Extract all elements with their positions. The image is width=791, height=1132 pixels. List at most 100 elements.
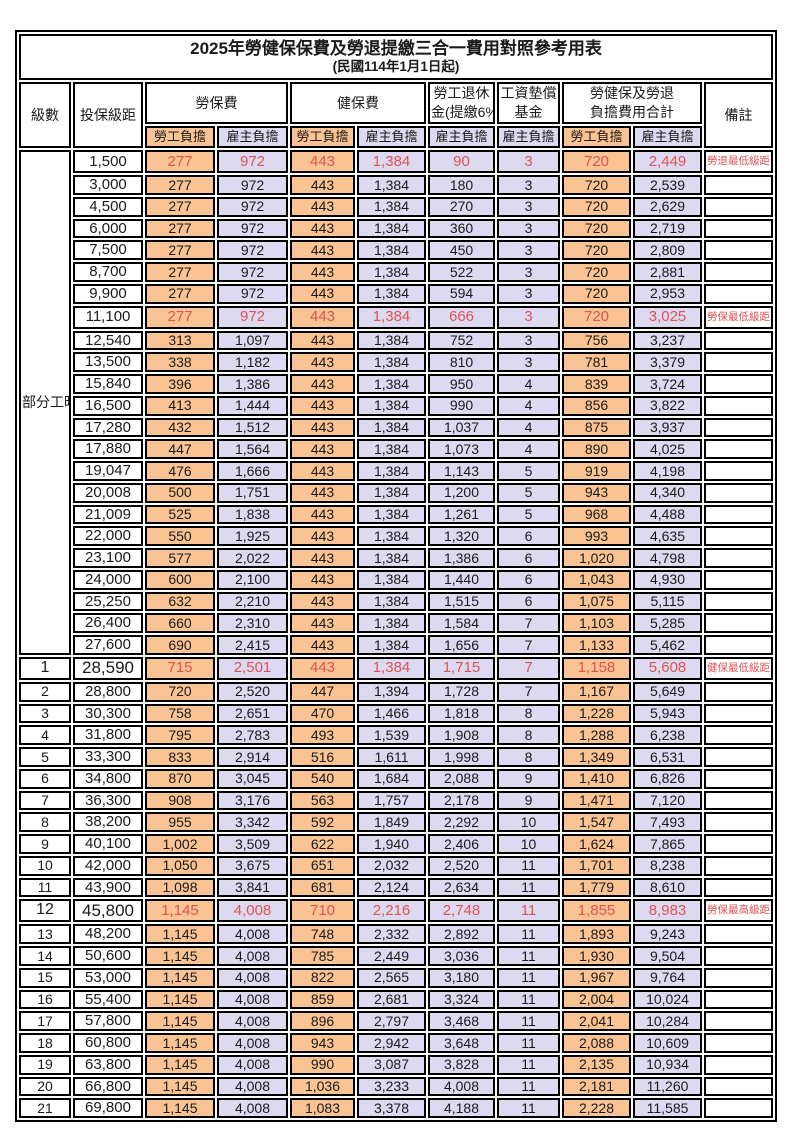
value-cell-health-employer: 1,384 [357, 656, 426, 680]
value-cell-labor-employer: 1,512 [217, 417, 288, 438]
bracket-cell: 7,500 [73, 240, 143, 261]
value-cell-labor-employer: 4,008 [217, 967, 288, 988]
note-cell [704, 196, 774, 217]
value-cell-pension-employer: 3,828 [428, 1054, 495, 1075]
value-cell-arrears-employer: 3 [497, 196, 560, 217]
subheader-pension-employer: 雇主負擔 [428, 126, 495, 149]
bracket-cell: 33,300 [73, 747, 143, 767]
level-cell: 9 [19, 834, 71, 854]
value-cell-total-employer: 2,953 [633, 283, 702, 304]
value-cell-health-employee: 470 [290, 703, 355, 724]
value-cell-health-employee: 493 [290, 725, 355, 746]
value-cell-total-employee: 1,624 [562, 834, 631, 854]
bracket-cell: 9,900 [73, 283, 143, 304]
fee-table: 2025年勞健保保費及勞退提繳三合一費用對照參考用表 (民國114年1月1日起)… [15, 30, 778, 1123]
bracket-cell: 50,600 [73, 946, 143, 966]
value-cell-total-employer: 7,865 [633, 834, 702, 854]
value-cell-labor-employee: 577 [145, 548, 215, 568]
value-cell-total-employee: 1,410 [562, 768, 631, 789]
value-cell-total-employee: 720 [562, 240, 631, 261]
part-time-span-cell: 部分工時 [19, 150, 71, 655]
value-cell-labor-employer: 4,008 [217, 1076, 288, 1097]
value-cell-total-employee: 919 [562, 461, 631, 481]
value-cell-pension-employer: 90 [428, 150, 495, 174]
value-cell-health-employee: 443 [290, 218, 355, 239]
value-cell-labor-employer: 4,008 [217, 924, 288, 945]
value-cell-total-employee: 1,893 [562, 924, 631, 945]
value-cell-pension-employer: 270 [428, 196, 495, 217]
value-cell-pension-employer: 180 [428, 175, 495, 195]
table-row: 9 40,100 1,002 3,509 622 1,940 2,406 10 1,624 7,8… [19, 834, 774, 854]
value-cell-health-employer: 1,384 [357, 305, 426, 329]
value-cell-health-employee: 443 [290, 374, 355, 394]
value-cell-health-employer: 2,681 [357, 989, 426, 1010]
note-cell [704, 526, 774, 547]
value-cell-pension-employer: 1,386 [428, 548, 495, 568]
table-row: 20,008 500 1,751 443 1,384 1,200 5 943 4,340 [19, 482, 774, 503]
table-row: 7 36,300 908 3,176 563 1,757 2,178 9 1,471 7,120 [19, 790, 774, 811]
value-cell-labor-employer: 3,841 [217, 877, 288, 898]
value-cell-health-employee: 710 [290, 899, 355, 923]
value-cell-total-employer: 2,629 [633, 196, 702, 217]
table-row: 17 57,800 1,145 4,008 896 2,797 3,468 11 2,041 10… [19, 1011, 774, 1032]
value-cell-arrears-employer: 11 [497, 899, 560, 923]
value-cell-health-employee: 651 [290, 855, 355, 876]
value-cell-health-employer: 1,384 [357, 461, 426, 481]
value-cell-health-employer: 1,384 [357, 395, 426, 416]
table-row: 3 30,300 758 2,651 470 1,466 1,818 8 1,228 5,943 [19, 703, 774, 724]
value-cell-labor-employer: 1,666 [217, 461, 288, 481]
value-cell-total-employee: 1,158 [562, 656, 631, 680]
value-cell-pension-employer: 1,908 [428, 725, 495, 746]
value-cell-health-employer: 2,942 [357, 1033, 426, 1053]
value-cell-health-employer: 1,384 [357, 262, 426, 282]
value-cell-health-employee: 443 [290, 613, 355, 634]
note-cell [704, 395, 774, 416]
bracket-cell: 22,000 [73, 526, 143, 547]
value-cell-arrears-employer: 8 [497, 747, 560, 767]
value-cell-health-employee: 443 [290, 482, 355, 503]
table-row: 15 53,000 1,145 4,008 822 2,565 3,180 11 1,967 9,… [19, 967, 774, 988]
value-cell-labor-employer: 4,008 [217, 1098, 288, 1119]
value-cell-labor-employee: 432 [145, 417, 215, 438]
note-cell [704, 569, 774, 590]
value-cell-pension-employer: 1,320 [428, 526, 495, 547]
value-cell-labor-employer: 4,008 [217, 1033, 288, 1053]
value-cell-health-employer: 2,032 [357, 855, 426, 876]
table-row: 19 63,800 1,145 4,008 990 3,087 3,828 11 2,135 10… [19, 1054, 774, 1075]
value-cell-pension-employer: 1,037 [428, 417, 495, 438]
value-cell-labor-employer: 1,925 [217, 526, 288, 547]
value-cell-labor-employer: 4,008 [217, 989, 288, 1010]
level-cell: 15 [19, 967, 71, 988]
value-cell-health-employee: 592 [290, 812, 355, 833]
value-cell-labor-employer: 1,386 [217, 374, 288, 394]
value-cell-arrears-employer: 11 [497, 946, 560, 966]
value-cell-health-employee: 943 [290, 1033, 355, 1053]
value-cell-labor-employee: 660 [145, 613, 215, 634]
value-cell-total-employer: 3,379 [633, 352, 702, 373]
value-cell-labor-employer: 3,045 [217, 768, 288, 789]
value-cell-labor-employer: 3,509 [217, 834, 288, 854]
note-cell [704, 482, 774, 503]
bracket-cell: 38,200 [73, 812, 143, 833]
value-cell-total-employee: 2,228 [562, 1098, 631, 1119]
value-cell-total-employer: 9,764 [633, 967, 702, 988]
value-cell-arrears-employer: 7 [497, 656, 560, 680]
value-cell-labor-employee: 1,050 [145, 855, 215, 876]
note-cell [704, 417, 774, 438]
value-cell-total-employer: 3,724 [633, 374, 702, 394]
table-row: 1 28,590 715 2,501 443 1,384 1,715 7 1,158 5,608 健… [19, 656, 774, 680]
subheader-health-employee: 勞工負擔 [290, 126, 355, 149]
value-cell-health-employee: 990 [290, 1054, 355, 1075]
value-cell-arrears-employer: 9 [497, 790, 560, 811]
value-cell-labor-employer: 3,342 [217, 812, 288, 833]
value-cell-health-employer: 1,384 [357, 218, 426, 239]
header-row-sub: 勞工負擔 雇主負擔 勞工負擔 雇主負擔 雇主負擔 雇主負擔 勞工負擔 雇主負擔 [19, 126, 773, 149]
value-cell-health-employer: 2,124 [357, 877, 426, 898]
value-cell-total-employer: 4,635 [633, 526, 702, 547]
value-cell-total-employer: 2,539 [633, 175, 702, 195]
level-cell: 3 [19, 703, 71, 724]
value-cell-total-employer: 5,115 [633, 591, 702, 612]
value-cell-health-employee: 516 [290, 747, 355, 767]
value-cell-total-employee: 720 [562, 305, 631, 329]
table-row: 4 31,800 795 2,783 493 1,539 1,908 8 1,288 6,238 [19, 725, 774, 746]
